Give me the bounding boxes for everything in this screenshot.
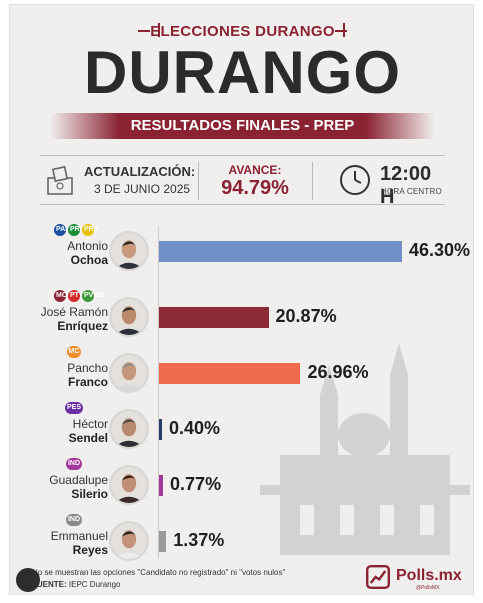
party-logo: IND [54, 457, 94, 471]
result-value-label: 0.40% [169, 418, 221, 438]
source-text: IEPC Durango [68, 580, 121, 589]
result-value-label: 0.77% [170, 474, 222, 494]
clock-icon [340, 165, 370, 195]
info-bar: ACTUALIZACIÓN: 3 DE JUNIO 2025 AVANCE: 9… [40, 155, 445, 208]
infographic: ELECCIONES DURANGO DURANGO RESULTADOS FI… [9, 4, 474, 595]
result-bar [159, 531, 167, 552]
time-value: 12:00 H [380, 163, 432, 208]
candidate-row: IND Emmanuel Reyes 1.37% [10, 513, 473, 569]
candidate-avatar [109, 521, 149, 561]
profile-icon[interactable] [16, 568, 40, 592]
candidate-last-name: Sendel [68, 431, 108, 445]
axis-line [158, 227, 159, 559]
candidate-row: MC Pancho Franco 26.96% [10, 345, 473, 401]
result-bar [159, 419, 162, 440]
page-title: DURANGO [84, 39, 401, 106]
party-chip: PRD [82, 224, 99, 236]
candidate-avatar [109, 409, 149, 449]
party-logo: PES [54, 401, 94, 415]
brand-logo: Polls.mx @PollsMX [366, 563, 466, 593]
party-chip: MC [66, 346, 82, 358]
result-value-label: 20.87% [275, 306, 337, 326]
progress-value: 94.79% [221, 177, 289, 199]
party-chip: IND [65, 458, 83, 470]
result-bar [159, 307, 269, 328]
party-logo: IND [54, 513, 94, 527]
result-bar [159, 363, 301, 384]
source-line: FUENTE: IEPC Durango [32, 580, 121, 589]
result-bar [159, 241, 402, 262]
candidate-avatar [109, 231, 149, 271]
candidate-avatar [109, 353, 149, 393]
candidate-first-name: Guadalupe [49, 473, 108, 487]
candidate-last-name: Franco [67, 375, 108, 389]
chart-logo-icon [366, 565, 390, 589]
candidate-row: PES Héctor Sendel 0.40% [10, 401, 473, 457]
party-chip: MOR [54, 290, 72, 302]
candidate-last-name: Silerio [71, 487, 108, 501]
party-logo: PAN PRI PRD [54, 223, 99, 237]
kicker-text: ELECCIONES DURANGO [150, 23, 335, 40]
candidate-last-name: Ochoa [70, 253, 108, 267]
party-logo: MC [54, 345, 94, 359]
party-chip: PT [68, 290, 80, 302]
footnote: No se muestran las opciones "Candidato n… [32, 568, 286, 577]
source-label: FUENTE: [32, 580, 67, 589]
brand-name: Polls.mx [396, 567, 462, 584]
divider [198, 162, 199, 200]
result-value-label: 26.96% [307, 362, 369, 382]
candidate-row: MOR PT PVEM José Ramón Enríquez 20.87% [10, 289, 473, 345]
brand-handle: @PollsMX [416, 585, 440, 591]
cathedral-watermark [260, 343, 470, 555]
party-logo: MOR PT PVEM [54, 289, 104, 303]
divider [312, 162, 313, 200]
candidate-row: IND Guadalupe Silerio 0.77% [10, 457, 473, 513]
candidate-last-name: Reyes [72, 543, 108, 557]
ballot-box-icon [47, 166, 73, 195]
update-label: ACTUALIZACIÓN: [84, 164, 196, 179]
result-value-label: 46.30% [409, 240, 471, 260]
party-chip: IND [65, 514, 83, 526]
update-date: 3 DE JUNIO 2025 [94, 182, 191, 196]
header-kicker: ELECCIONES DURANGO [10, 23, 473, 40]
candidate-avatar [109, 465, 149, 505]
candidate-first-name: Emmanuel [50, 529, 108, 543]
result-value-label: 1.37% [173, 530, 225, 550]
candidate-first-name: José Ramón [40, 305, 108, 319]
party-chip: PAN [54, 224, 70, 236]
party-chip: PVEM [82, 290, 104, 302]
progress-label: AVANCE: [228, 163, 282, 177]
candidate-row: PAN PRI PRD Antonio Ochoa 46.30% [10, 223, 473, 279]
party-chip: PRI [68, 224, 82, 236]
time-label: HORA CENTRO [381, 187, 442, 196]
results-banner: RESULTADOS FINALES - PREP [50, 113, 435, 139]
candidate-first-name: Antonio [67, 239, 108, 253]
party-chip: PES [64, 402, 83, 414]
result-bar [159, 475, 164, 496]
candidate-first-name: Pancho [67, 361, 108, 375]
candidate-first-name: Héctor [72, 417, 108, 431]
candidate-avatar [109, 297, 149, 337]
candidate-last-name: Enríquez [57, 319, 108, 333]
